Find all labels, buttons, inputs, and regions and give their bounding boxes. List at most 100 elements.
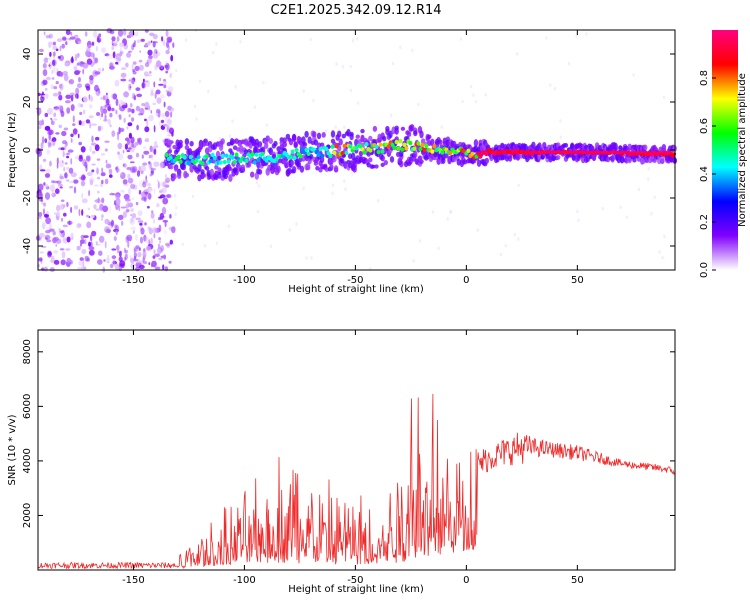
noise-cell (191, 194, 195, 199)
snr-x-label: Height of straight line (km) (288, 584, 424, 595)
noise-cell (91, 230, 97, 237)
signal-cell (273, 140, 278, 147)
colorbar-gradient (712, 30, 738, 270)
noise-cell (144, 107, 149, 110)
noise-cell (109, 29, 115, 35)
signal-cell (181, 164, 186, 171)
noise-cell (70, 232, 74, 240)
noise-cell (164, 174, 168, 178)
noise-cell (44, 112, 49, 118)
noise-cell (165, 41, 170, 48)
noise-cell (148, 227, 153, 235)
noise-cell (144, 118, 147, 122)
noise-cell (45, 217, 51, 225)
noise-cell (84, 161, 88, 168)
noise-cell (74, 93, 79, 99)
noise-cell (76, 70, 81, 73)
signal-cell (222, 159, 227, 165)
noise-cell (70, 206, 73, 214)
noise-cell (84, 31, 88, 37)
noise-cell (106, 92, 108, 96)
noise-cell (77, 40, 82, 44)
signal-cell (448, 150, 453, 156)
noise-cell (637, 187, 641, 192)
noise-cell (131, 63, 134, 70)
noise-cell (121, 129, 124, 132)
noise-cell (53, 112, 57, 118)
noise-cell (65, 29, 71, 36)
noise-cell (88, 241, 91, 247)
noise-cell (73, 186, 77, 194)
noise-cell (100, 172, 106, 177)
signal-cell (368, 148, 373, 153)
signal-cell (169, 164, 174, 170)
noise-cell (123, 117, 126, 123)
noise-cell (90, 96, 94, 102)
noise-cell (77, 267, 83, 270)
noise-cell (70, 157, 73, 165)
signal-cell (328, 153, 333, 159)
noise-cell (107, 118, 112, 125)
signal-cell (394, 127, 399, 135)
noise-cell (65, 100, 71, 104)
noise-cell (134, 31, 139, 37)
noise-cell (115, 229, 118, 236)
signal-cell (392, 145, 397, 151)
noise-cell (51, 59, 57, 67)
noise-cell (50, 139, 55, 142)
noise-cell (159, 212, 164, 220)
noise-cell (101, 214, 104, 219)
noise-cell (67, 149, 74, 153)
signal-cell (386, 144, 391, 149)
noise-cell (66, 152, 70, 155)
noise-cell (472, 93, 475, 97)
noise-cell (41, 136, 45, 144)
noise-cell (128, 114, 131, 118)
noise-cell (138, 59, 143, 63)
noise-cell (166, 194, 172, 199)
signal-cell (172, 173, 177, 180)
noise-cell (89, 145, 92, 152)
noise-cell (116, 55, 122, 64)
signal-cell (254, 152, 259, 157)
noise-cell (128, 83, 132, 91)
noise-cell (170, 111, 173, 118)
noise-cell (139, 64, 144, 71)
x-tick-label: -150 (122, 275, 145, 286)
noise-cell (262, 80, 265, 85)
spectrogram-x-label: Height of straight line (km) (288, 284, 424, 295)
noise-cell (104, 258, 111, 262)
noise-cell (65, 141, 68, 147)
noise-cell (474, 99, 478, 104)
snr-frame (37, 329, 676, 571)
noise-cell (70, 133, 74, 138)
signal-cell (304, 147, 309, 153)
noise-cell (115, 109, 118, 115)
noise-cell (150, 170, 154, 176)
signal-cell (200, 161, 205, 166)
noise-cell (53, 86, 58, 90)
noise-cell (40, 142, 44, 149)
noise-cell (122, 211, 128, 218)
signal-cell (330, 144, 335, 149)
noise-cell (61, 43, 65, 49)
noise-cell (153, 125, 156, 133)
noise-cell (143, 261, 147, 265)
noise-cell (42, 158, 47, 162)
noise-cell (77, 133, 80, 139)
noise-cell (165, 194, 171, 198)
noise-cell (49, 223, 52, 230)
noise-cell (104, 140, 110, 143)
noise-cell (89, 121, 92, 129)
signal-cell (332, 150, 337, 156)
noise-cell (135, 152, 140, 158)
noise-cell (95, 136, 100, 141)
noise-cell (144, 42, 148, 47)
noise-cell (39, 192, 44, 198)
noise-cell (135, 87, 141, 92)
noise-cell (119, 42, 125, 48)
noise-cell (119, 172, 122, 176)
signal-cell (348, 144, 353, 149)
noise-cell (215, 241, 219, 246)
noise-cell (158, 83, 164, 86)
